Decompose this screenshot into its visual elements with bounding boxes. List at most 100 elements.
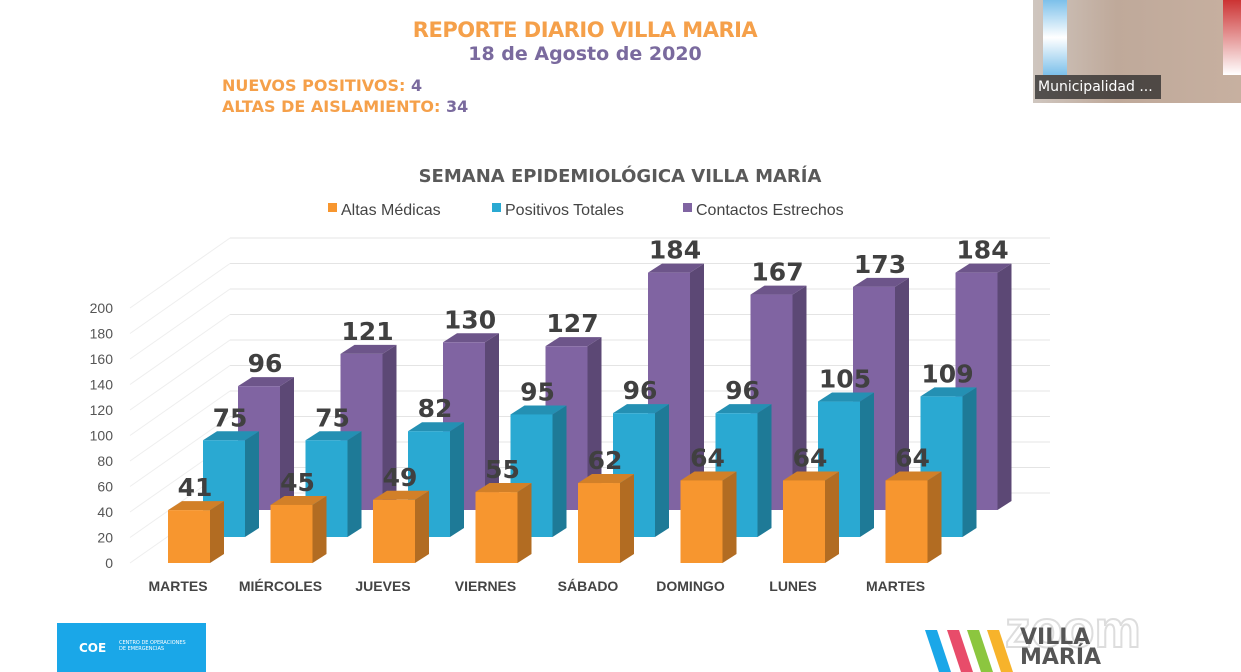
data-label: 96 bbox=[623, 376, 658, 405]
bar-top bbox=[750, 285, 807, 295]
bar-side bbox=[485, 333, 499, 510]
data-label: 75 bbox=[213, 403, 248, 432]
report-date: 18 de Agosto de 2020 bbox=[468, 43, 702, 65]
report-title: REPORTE DIARIO VILLA MARIA bbox=[412, 18, 758, 42]
data-label: 45 bbox=[280, 468, 315, 497]
data-label: 62 bbox=[588, 446, 623, 475]
bar-top bbox=[680, 471, 737, 481]
bar-side bbox=[517, 483, 532, 563]
bar-top bbox=[613, 404, 669, 414]
bar bbox=[578, 483, 620, 563]
bar-top bbox=[340, 344, 397, 354]
bar bbox=[168, 510, 210, 563]
data-label: 64 bbox=[690, 443, 725, 472]
y-tick-label: 0 bbox=[105, 555, 113, 571]
coe-logo: COE CENTRO DE OPERACIONES DE EMERGENCIAS bbox=[57, 623, 206, 672]
bar-side bbox=[997, 263, 1012, 510]
chart-title: SEMANA EPIDEMIOLÓGICA VILLA MARÍA bbox=[419, 165, 822, 187]
gridline bbox=[129, 288, 231, 360]
bar-top bbox=[238, 377, 294, 387]
bar-top bbox=[545, 337, 602, 347]
data-label: 167 bbox=[751, 258, 803, 287]
y-tick-label: 20 bbox=[97, 530, 113, 546]
legend-swatch bbox=[328, 203, 337, 212]
bar-side bbox=[552, 405, 567, 537]
bar-top bbox=[373, 490, 429, 500]
bar bbox=[783, 480, 825, 563]
bar-top bbox=[408, 422, 464, 432]
data-label: 105 bbox=[819, 365, 871, 394]
flag-icon bbox=[1223, 0, 1241, 75]
data-label: 184 bbox=[956, 236, 1008, 265]
bar-side bbox=[860, 392, 874, 537]
x-tick-label: MARTES bbox=[148, 578, 207, 594]
stat-new-positives: NUEVOS POSITIVOS: 4 bbox=[222, 76, 423, 95]
data-label: 109 bbox=[921, 359, 973, 388]
gridline bbox=[129, 237, 231, 309]
bar-top bbox=[443, 333, 499, 343]
x-tick-label: JUEVES bbox=[355, 578, 410, 594]
bar-top bbox=[818, 392, 874, 402]
bar-side bbox=[210, 501, 224, 563]
y-tick-label: 60 bbox=[97, 479, 113, 495]
y-tick-label: 80 bbox=[97, 453, 113, 469]
data-label: 96 bbox=[725, 376, 760, 405]
data-label: 49 bbox=[383, 463, 418, 492]
bar-side bbox=[792, 285, 807, 510]
y-tick-label: 40 bbox=[97, 504, 113, 520]
y-tick-label: 120 bbox=[90, 402, 114, 418]
data-label: 64 bbox=[895, 443, 930, 472]
data-label: 75 bbox=[315, 403, 350, 432]
bar-top bbox=[510, 405, 567, 415]
bar-side bbox=[825, 471, 839, 563]
data-label: 95 bbox=[520, 377, 555, 406]
bar bbox=[373, 499, 415, 563]
data-label: 55 bbox=[485, 455, 520, 484]
bar-side bbox=[280, 377, 294, 510]
gridline bbox=[129, 263, 231, 334]
bar bbox=[680, 480, 723, 563]
bar-side bbox=[895, 277, 909, 510]
bar-top bbox=[270, 495, 327, 505]
bar-top bbox=[885, 471, 942, 481]
bar-side bbox=[722, 471, 737, 563]
data-label: 184 bbox=[649, 236, 701, 265]
participant-name: Municipalidad ... bbox=[1035, 75, 1161, 99]
bar bbox=[475, 492, 518, 563]
gridline bbox=[129, 314, 231, 385]
bar-side bbox=[587, 337, 602, 510]
bar-top bbox=[783, 471, 839, 481]
villa-maria-logo: VILLA MARÍA bbox=[925, 627, 1165, 672]
gridline bbox=[129, 339, 231, 411]
data-label: 96 bbox=[248, 349, 283, 378]
bar-side bbox=[620, 474, 634, 563]
zoom-watermark: zoom bbox=[1004, 600, 1142, 660]
legend-label: Altas Médicas bbox=[341, 202, 441, 219]
y-tick-label: 200 bbox=[90, 300, 114, 316]
data-label: 130 bbox=[444, 305, 496, 334]
data-label: 64 bbox=[793, 443, 828, 472]
bar-top bbox=[920, 387, 977, 397]
bar-top bbox=[715, 404, 772, 414]
video-thumbnail[interactable]: Municipalidad ... bbox=[1033, 0, 1241, 103]
y-tick-label: 140 bbox=[90, 377, 114, 393]
gridline bbox=[129, 390, 231, 462]
bar-side bbox=[312, 495, 327, 563]
bar-top bbox=[203, 431, 259, 441]
bar bbox=[270, 504, 313, 563]
legend-label: Positivos Totales bbox=[505, 202, 624, 219]
gridline bbox=[129, 365, 231, 436]
y-tick-label: 180 bbox=[90, 326, 114, 342]
data-label: 127 bbox=[546, 309, 598, 338]
bar-top bbox=[168, 501, 224, 511]
data-label: 121 bbox=[341, 317, 393, 346]
bar-side bbox=[347, 431, 362, 537]
bar-side bbox=[690, 263, 704, 510]
flag-icon bbox=[1043, 0, 1067, 75]
y-tick-label: 160 bbox=[90, 351, 114, 367]
x-tick-label: MIÉRCOLES bbox=[239, 578, 322, 594]
bar-side bbox=[927, 471, 942, 563]
x-tick-label: SÁBADO bbox=[558, 578, 619, 594]
stat-isolation-discharges: ALTAS DE AISLAMIENTO: 34 bbox=[222, 97, 469, 116]
